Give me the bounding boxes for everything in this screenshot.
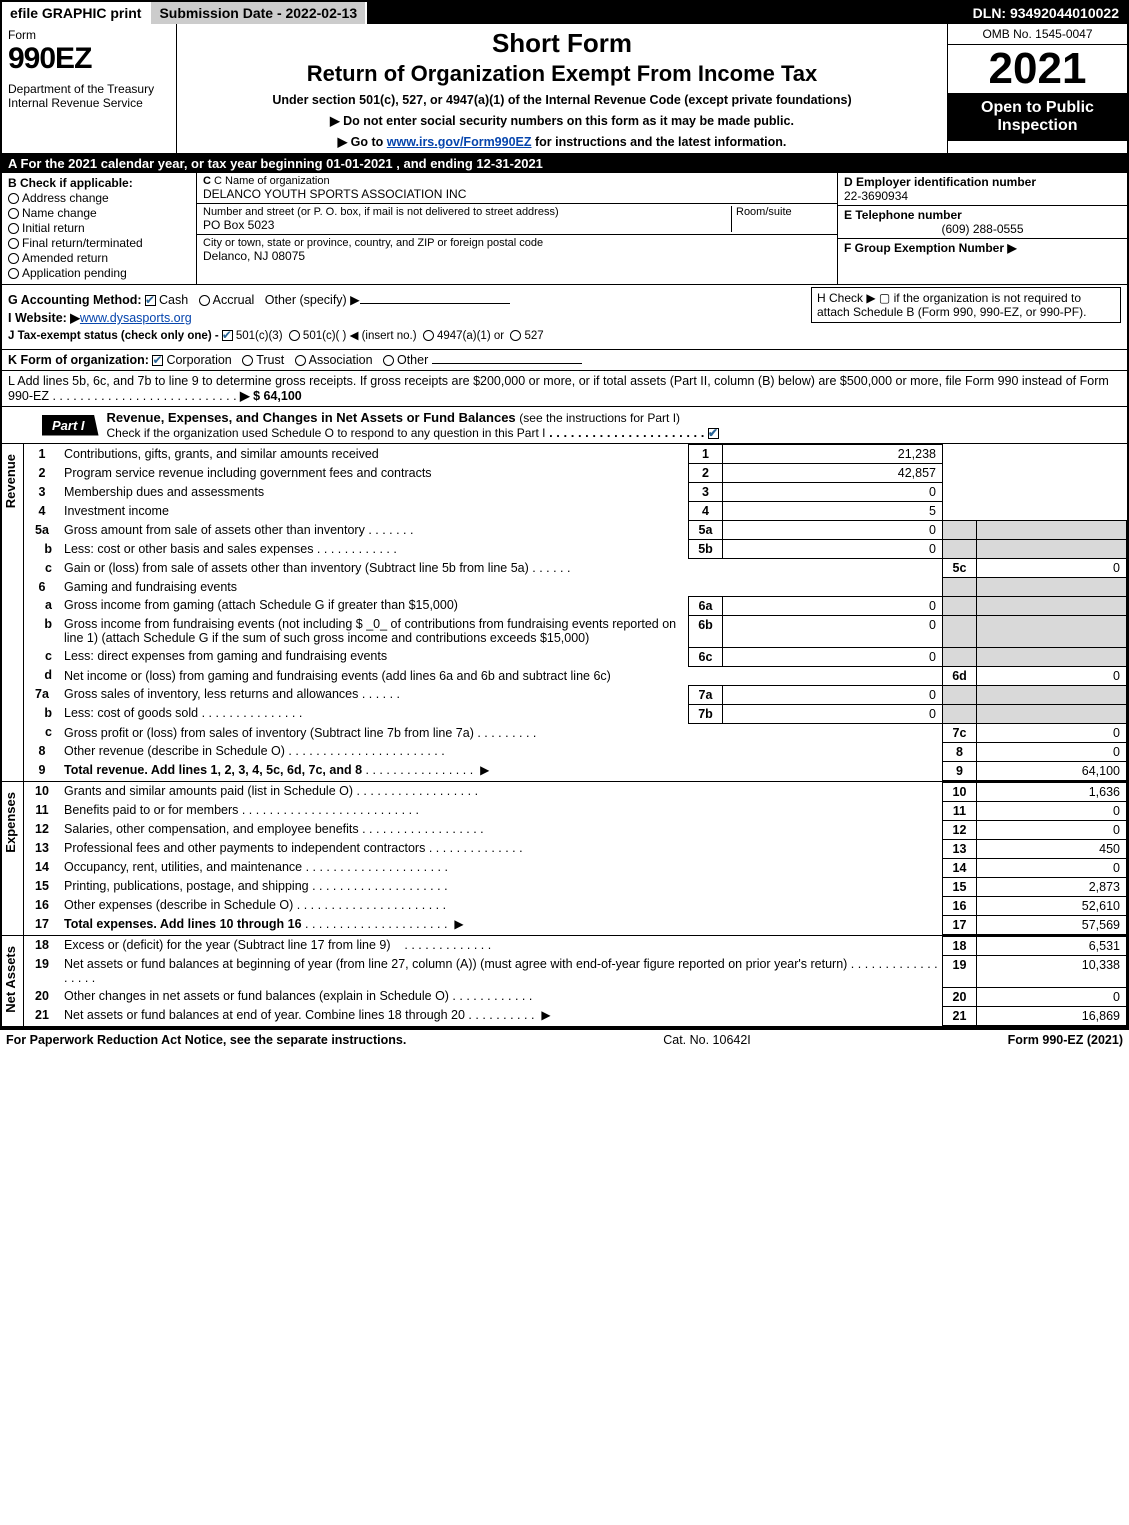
footer-catno: Cat. No. 10642I	[663, 1033, 751, 1047]
chk-assoc[interactable]	[295, 355, 306, 366]
top-bar: efile GRAPHIC print Submission Date - 20…	[2, 2, 1127, 24]
row-l: L Add lines 5b, 6c, and 7b to line 9 to …	[2, 371, 1127, 407]
chk-other-org[interactable]	[383, 355, 394, 366]
org-name: DELANCO YOUTH SPORTS ASSOCIATION INC	[203, 187, 831, 201]
chk-name-change[interactable]: Name change	[8, 206, 190, 220]
c-name-cell: C C Name of organization DELANCO YOUTH S…	[197, 173, 837, 204]
h-box: H Check ▶ ▢ if the organization is not r…	[811, 287, 1121, 323]
form-word: Form	[8, 28, 170, 42]
sub-goto-post: for instructions and the latest informat…	[532, 135, 787, 149]
chk-4947[interactable]	[423, 330, 434, 341]
chk-final-return[interactable]: Final return/terminated	[8, 236, 190, 250]
chk-amended[interactable]: Amended return	[8, 251, 190, 265]
ein-value: 22-3690934	[844, 189, 908, 203]
dln-label: DLN: 93492044010022	[965, 2, 1127, 24]
org-street: PO Box 5023	[203, 218, 711, 232]
irs-link[interactable]: www.irs.gov/Form990EZ	[387, 135, 532, 149]
l-amount: ▶ $ 64,100	[240, 389, 302, 403]
dept-text: Department of the Treasury Internal Reve…	[8, 82, 170, 110]
expenses-table: 10Grants and similar amounts paid (list …	[24, 782, 1127, 935]
sub-goto-pre: ▶ Go to	[338, 135, 387, 149]
chk-address-change[interactable]: Address change	[8, 191, 190, 205]
page-footer: For Paperwork Reduction Act Notice, see …	[0, 1030, 1129, 1050]
netassets-vtab: Net Assets	[2, 936, 24, 1026]
sub-goto: ▶ Go to www.irs.gov/Form990EZ for instru…	[187, 134, 937, 149]
omb-number: OMB No. 1545-0047	[948, 24, 1127, 45]
e-phone: E Telephone number (609) 288-0555	[838, 206, 1127, 239]
form-container: efile GRAPHIC print Submission Date - 20…	[0, 0, 1129, 1030]
footer-left: For Paperwork Reduction Act Notice, see …	[6, 1033, 406, 1047]
b-head: B Check if applicable:	[8, 176, 133, 190]
sub-ssn: ▶ Do not enter social security numbers o…	[187, 113, 937, 128]
part-i-header: Part I Revenue, Expenses, and Changes in…	[2, 407, 1127, 444]
header-right: OMB No. 1545-0047 2021 Open to Public In…	[947, 24, 1127, 153]
row-k: K Form of organization: Corporation Trus…	[2, 350, 1127, 371]
header-middle: Short Form Return of Organization Exempt…	[177, 24, 947, 153]
rows-ghij: H Check ▶ ▢ if the organization is not r…	[2, 285, 1127, 350]
tax-year: 2021	[948, 45, 1127, 93]
open-to-public: Open to Public Inspection	[948, 93, 1127, 141]
revenue-table: 1Contributions, gifts, grants, and simil…	[24, 444, 1127, 781]
chk-schedule-o[interactable]	[708, 428, 719, 439]
form-header: Form 990EZ Department of the Treasury In…	[2, 24, 1127, 154]
revenue-vtab: Revenue	[2, 444, 24, 781]
chk-trust[interactable]	[242, 355, 253, 366]
netassets-section: Net Assets 18Excess or (deficit) for the…	[2, 936, 1127, 1028]
submission-date: Submission Date - 2022-02-13	[151, 2, 367, 24]
row-j: J Tax-exempt status (check only one) - 5…	[8, 328, 1121, 342]
form-number: 990EZ	[8, 42, 170, 76]
part-i-title: Revenue, Expenses, and Changes in Net As…	[99, 407, 1127, 443]
c-city-cell: City or town, state or province, country…	[197, 235, 837, 265]
chk-accrual[interactable]	[199, 295, 210, 306]
spacer	[367, 2, 965, 24]
expenses-vtab: Expenses	[2, 782, 24, 935]
chk-initial-return[interactable]: Initial return	[8, 221, 190, 235]
col-de: D Employer identification number 22-3690…	[837, 173, 1127, 284]
chk-corp[interactable]	[152, 355, 163, 366]
phone-value: (609) 288-0555	[844, 222, 1121, 236]
title-short-form: Short Form	[187, 28, 937, 59]
chk-501c3[interactable]	[222, 330, 233, 341]
chk-527[interactable]	[510, 330, 521, 341]
chk-cash[interactable]	[145, 295, 156, 306]
c-street-cell: Number and street (or P. O. box, if mail…	[197, 204, 837, 235]
part-i-tab: Part I	[42, 415, 99, 436]
sub-501c: Under section 501(c), 527, or 4947(a)(1)…	[187, 93, 937, 107]
title-return: Return of Organization Exempt From Incom…	[187, 61, 937, 87]
header-left: Form 990EZ Department of the Treasury In…	[2, 24, 177, 153]
col-b-check-applicable: B Check if applicable: Address change Na…	[2, 173, 197, 284]
website-link[interactable]: www.dysasports.org	[80, 311, 192, 325]
org-city: Delanco, NJ 08075	[203, 249, 831, 263]
footer-right: Form 990-EZ (2021)	[1008, 1033, 1123, 1047]
section-bcdef: B Check if applicable: Address change Na…	[2, 173, 1127, 285]
chk-pending[interactable]: Application pending	[8, 266, 190, 280]
col-c-org-info: C C Name of organization DELANCO YOUTH S…	[197, 173, 837, 284]
chk-501c[interactable]	[289, 330, 300, 341]
revenue-section: Revenue 1Contributions, gifts, grants, a…	[2, 444, 1127, 782]
d-ein: D Employer identification number 22-3690…	[838, 173, 1127, 206]
efile-label: efile GRAPHIC print	[2, 2, 151, 24]
expenses-section: Expenses 10Grants and similar amounts pa…	[2, 782, 1127, 936]
row-a-calendar-year: A For the 2021 calendar year, or tax yea…	[2, 154, 1127, 173]
f-group: F Group Exemption Number ▶	[838, 239, 1127, 257]
netassets-table: 18Excess or (deficit) for the year (Subt…	[24, 936, 1127, 1026]
